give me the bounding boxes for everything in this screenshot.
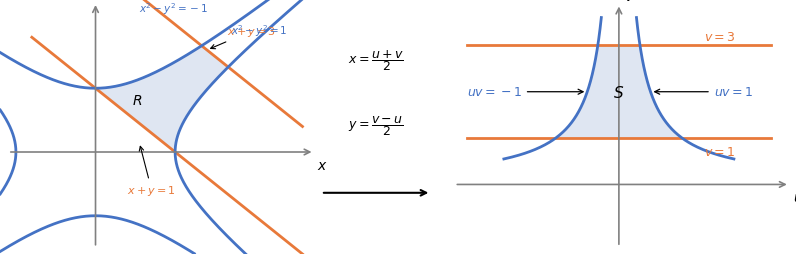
Text: $x + y = 1$: $x + y = 1$ <box>127 147 176 198</box>
Text: $x = \dfrac{u + v}{2}$: $x = \dfrac{u + v}{2}$ <box>348 48 404 73</box>
Text: $uv = -1$: $uv = -1$ <box>467 86 583 99</box>
Text: $uv = 1$: $uv = 1$ <box>654 86 753 99</box>
Text: $y$: $y$ <box>100 0 111 1</box>
Text: $v = 3$: $v = 3$ <box>704 30 736 43</box>
Text: $v$: $v$ <box>624 0 634 4</box>
Text: $u$: $u$ <box>793 190 796 204</box>
Text: $y = \dfrac{v - u}{2}$: $y = \dfrac{v - u}{2}$ <box>349 114 404 137</box>
Polygon shape <box>96 46 228 152</box>
Text: $x + y = 3$: $x + y = 3$ <box>211 25 275 50</box>
Text: $x^2 - y^2 = -1$: $x^2 - y^2 = -1$ <box>139 1 209 17</box>
Text: $v = 1$: $v = 1$ <box>704 145 736 158</box>
Text: $S$: $S$ <box>613 84 625 100</box>
Polygon shape <box>556 46 682 138</box>
Text: $R$: $R$ <box>132 93 142 107</box>
Text: $x^2 - y^2 = 1$: $x^2 - y^2 = 1$ <box>231 23 287 39</box>
Text: $x$: $x$ <box>317 159 327 173</box>
